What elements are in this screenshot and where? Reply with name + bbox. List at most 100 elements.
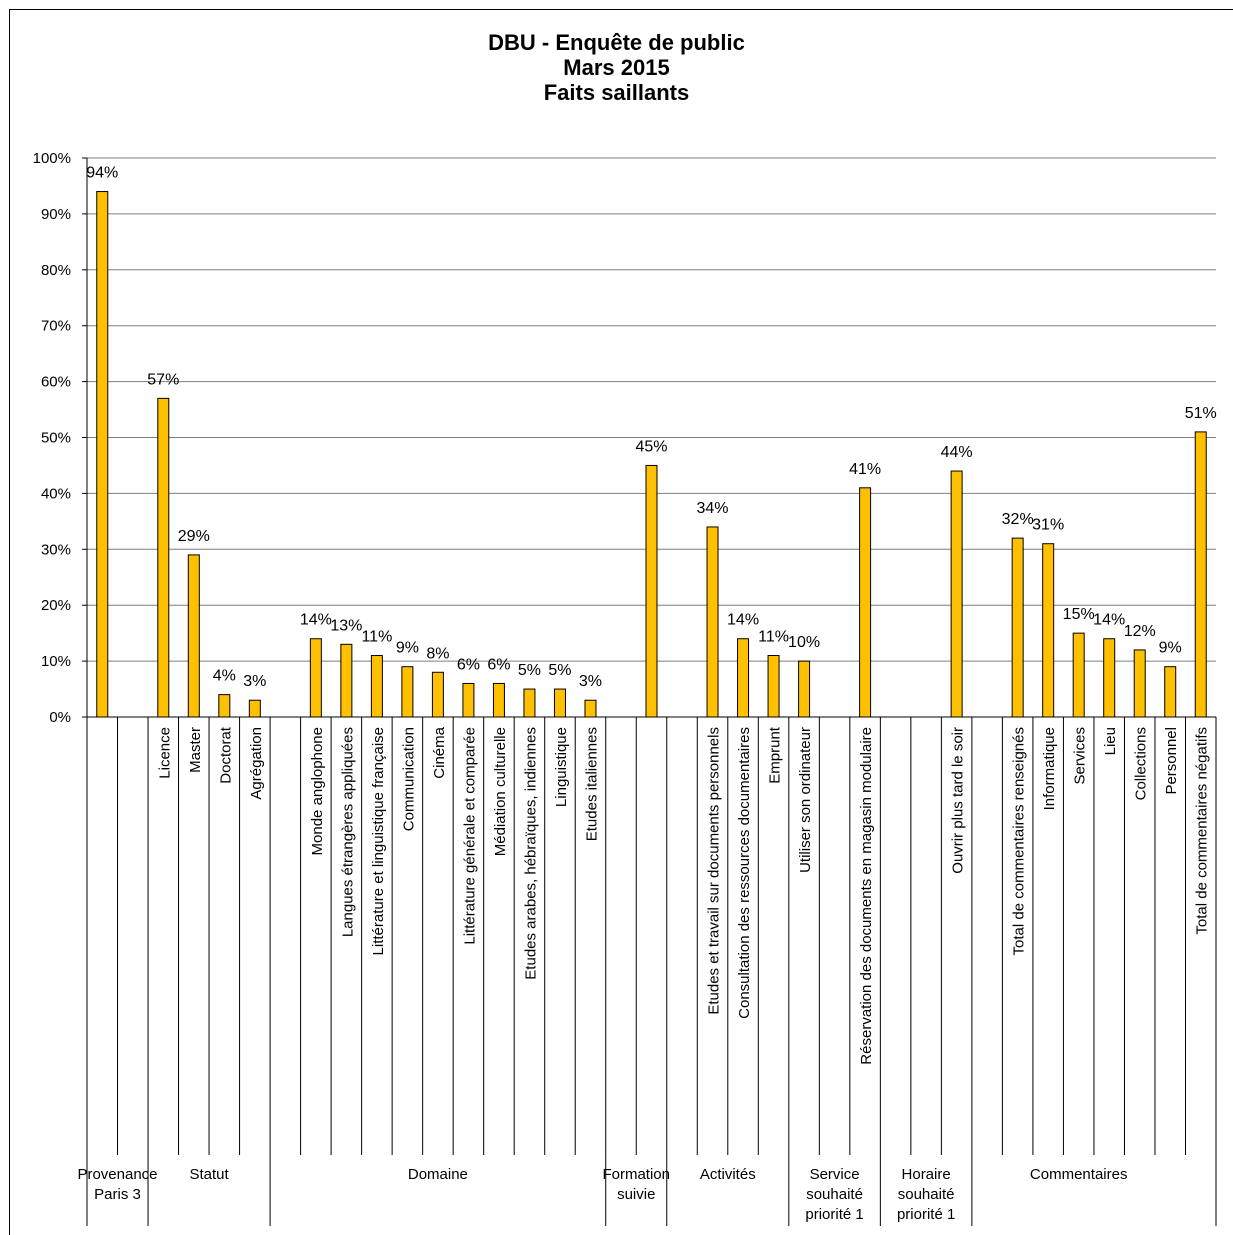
bar-value-label: 14%	[300, 612, 332, 629]
bar-value-label: 5%	[548, 662, 571, 679]
bar-value-label: 13%	[330, 617, 362, 634]
bar	[157, 397, 170, 718]
bar-value-label: 3%	[579, 673, 602, 690]
category-label: Littérature et linguistique française	[370, 727, 387, 955]
bar	[859, 487, 872, 718]
group-label: Statut	[189, 1166, 229, 1183]
bar	[1042, 543, 1055, 718]
bar-value-label: 4%	[213, 668, 236, 685]
bar-value-label: 9%	[1159, 640, 1182, 657]
bar	[767, 655, 780, 718]
category-label: Cinéma	[431, 726, 448, 778]
bar	[1011, 537, 1024, 718]
y-tick-label: 100%	[33, 150, 71, 167]
group-label: Horaire	[902, 1166, 951, 1183]
bar-value-label: 57%	[147, 371, 179, 388]
category-label: Informatique	[1041, 727, 1058, 810]
group-label: souhaité	[898, 1186, 955, 1203]
bar-value-label: 45%	[635, 438, 667, 455]
bar	[1133, 649, 1146, 718]
category-label: Agrégation	[248, 727, 265, 800]
chart-title-line-3: Faits saillants	[543, 80, 690, 105]
bar-value-label: 10%	[788, 634, 820, 651]
bar	[1164, 666, 1177, 718]
chart-title: DBU - Enquête de public Mars 2015 Faits …	[0, 30, 1233, 105]
group-label: souhaité	[806, 1186, 863, 1203]
bar-value-label: 9%	[396, 640, 419, 657]
bar	[401, 666, 414, 718]
y-tick-label: 90%	[41, 206, 71, 223]
category-label: Etudes italiennes	[583, 727, 600, 841]
bar-value-label: 3%	[243, 673, 266, 690]
bar	[523, 688, 536, 718]
bar	[462, 682, 475, 718]
group-label: Commentaires	[1030, 1166, 1128, 1183]
group-label: Domaine	[408, 1166, 468, 1183]
bar-value-label: 31%	[1032, 517, 1064, 534]
bar	[1194, 431, 1207, 718]
bar	[187, 554, 200, 718]
bar	[1072, 632, 1085, 718]
y-tick-label: 50%	[41, 430, 71, 447]
group-label: Activités	[700, 1166, 756, 1183]
bar	[706, 526, 719, 718]
chart-title-line-2: Mars 2015	[563, 55, 670, 80]
bar	[340, 643, 353, 718]
category-label: Doctorat	[217, 726, 234, 784]
bar-value-label: 12%	[1124, 623, 1156, 640]
bar-value-label: 51%	[1185, 405, 1217, 422]
bar-value-label: 11%	[758, 629, 789, 646]
y-tick-label: 80%	[41, 262, 71, 279]
category-label: Licence	[156, 727, 173, 779]
bar	[96, 191, 109, 718]
y-tick-label: 40%	[41, 485, 71, 502]
bar-value-label: 34%	[697, 500, 729, 517]
y-tick-label: 20%	[41, 597, 71, 614]
category-label: Monde anglophone	[309, 727, 326, 855]
bar-value-label: 44%	[941, 444, 973, 461]
bar-value-label: 5%	[518, 662, 541, 679]
bar-value-label: 14%	[727, 612, 759, 629]
category-label: Etudes et travail sur documents personne…	[706, 727, 723, 1015]
bar-value-label: 8%	[426, 645, 449, 662]
bar-value-label: 6%	[487, 656, 510, 673]
category-label: Linguistique	[553, 727, 570, 807]
bar-value-label: 15%	[1063, 606, 1095, 623]
category-label: Emprunt	[767, 726, 784, 784]
y-tick-label: 0%	[49, 709, 71, 726]
y-tick-label: 70%	[41, 318, 71, 335]
category-label: Langues étrangères appliquées	[339, 727, 356, 937]
bar	[798, 660, 811, 718]
category-label: Ouvrir plus tard le soir	[950, 727, 967, 874]
bar-value-label: 29%	[178, 528, 210, 545]
category-label: Utiliser son ordinateur	[797, 727, 814, 873]
bar	[431, 671, 444, 718]
category-label: Personnel	[1163, 727, 1180, 795]
chart-frame	[9, 9, 1233, 1235]
bar	[950, 470, 963, 718]
bar-value-label: 11%	[361, 629, 392, 646]
y-tick-label: 30%	[41, 541, 71, 558]
bar	[1103, 638, 1116, 718]
bar	[645, 464, 658, 718]
group-label: priorité 1	[897, 1206, 955, 1223]
category-label: Total de commentaires négatifs	[1194, 727, 1211, 935]
group-label: suivie	[617, 1186, 655, 1203]
category-label: Littérature générale et comparée	[461, 727, 478, 945]
group-label: priorité 1	[805, 1206, 863, 1223]
group-label: Provenance	[77, 1166, 157, 1183]
bar	[737, 638, 750, 718]
category-label: Réservation des documents en magasin mod…	[858, 727, 875, 1065]
group-label: Service	[810, 1166, 860, 1183]
category-label: Communication	[400, 727, 417, 831]
bar-value-label: 41%	[849, 461, 881, 478]
bar	[309, 638, 322, 718]
category-label: Total de commentaires renseignés	[1011, 727, 1028, 955]
category-label: Médiation culturelle	[492, 727, 509, 856]
bar	[218, 694, 231, 718]
bar-value-label: 6%	[457, 656, 480, 673]
group-label: Formation	[602, 1166, 670, 1183]
bar	[248, 699, 261, 718]
category-label: Master	[187, 727, 204, 773]
